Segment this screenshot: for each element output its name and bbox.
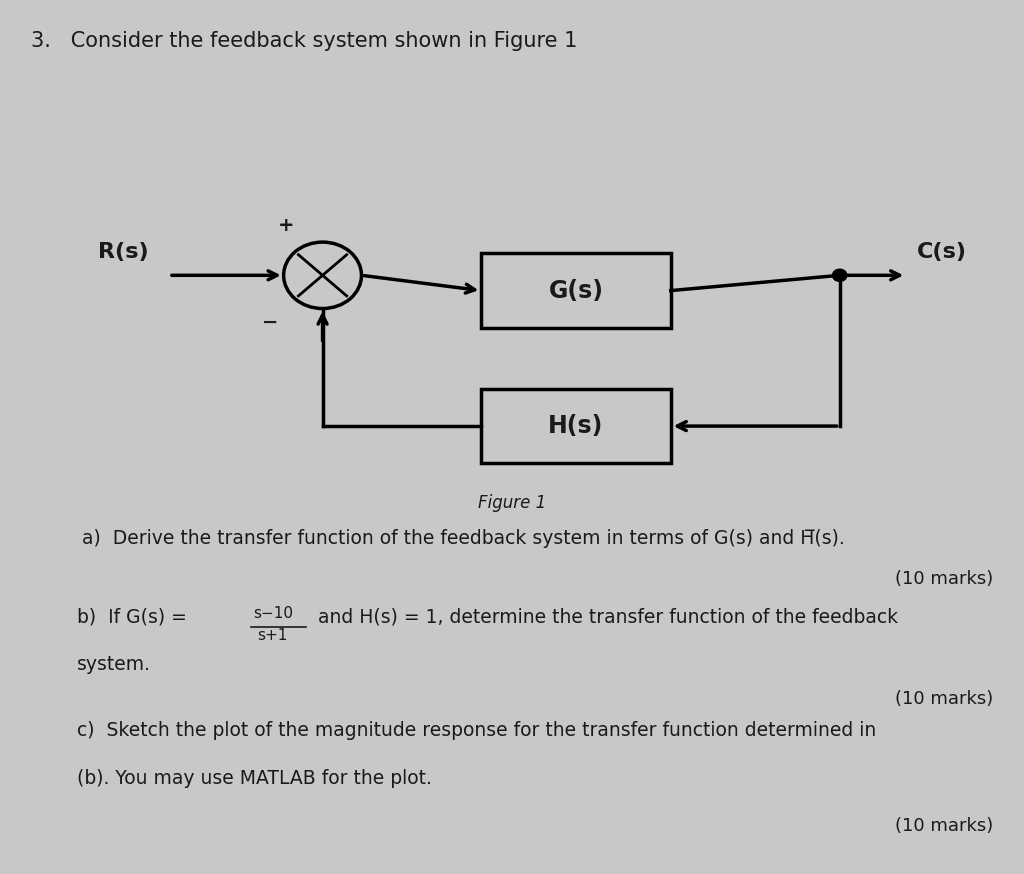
Text: H(s): H(s) bbox=[548, 414, 604, 438]
Text: s+1: s+1 bbox=[257, 628, 288, 642]
Text: (10 marks): (10 marks) bbox=[895, 570, 993, 588]
Text: s−10: s−10 bbox=[253, 606, 293, 621]
Text: −: − bbox=[262, 313, 279, 332]
Text: Figure 1: Figure 1 bbox=[478, 494, 546, 512]
Text: system.: system. bbox=[77, 656, 151, 675]
Text: (10 marks): (10 marks) bbox=[895, 817, 993, 836]
Text: C(s): C(s) bbox=[916, 242, 967, 262]
Text: (b). You may use MATLAB for the plot.: (b). You may use MATLAB for the plot. bbox=[77, 769, 432, 788]
Circle shape bbox=[833, 269, 847, 281]
Bar bbox=[481, 253, 671, 328]
Text: G(s): G(s) bbox=[549, 279, 603, 302]
Text: R(s): R(s) bbox=[98, 242, 148, 262]
Text: +: + bbox=[278, 216, 294, 235]
Text: and H(s) = 1, determine the transfer function of the feedback: and H(s) = 1, determine the transfer fun… bbox=[312, 607, 898, 627]
Bar bbox=[481, 389, 671, 463]
Text: 3.   Consider the feedback system shown in Figure 1: 3. Consider the feedback system shown in… bbox=[31, 31, 578, 51]
Text: a)  Derive the transfer function of the feedback system in terms of G(s) and H̅(: a) Derive the transfer function of the f… bbox=[82, 529, 845, 548]
Text: b)  If G(s) =: b) If G(s) = bbox=[77, 607, 186, 627]
Text: (10 marks): (10 marks) bbox=[895, 690, 993, 709]
Text: c)  Sketch the plot of the magnitude response for the transfer function determin: c) Sketch the plot of the magnitude resp… bbox=[77, 721, 877, 740]
